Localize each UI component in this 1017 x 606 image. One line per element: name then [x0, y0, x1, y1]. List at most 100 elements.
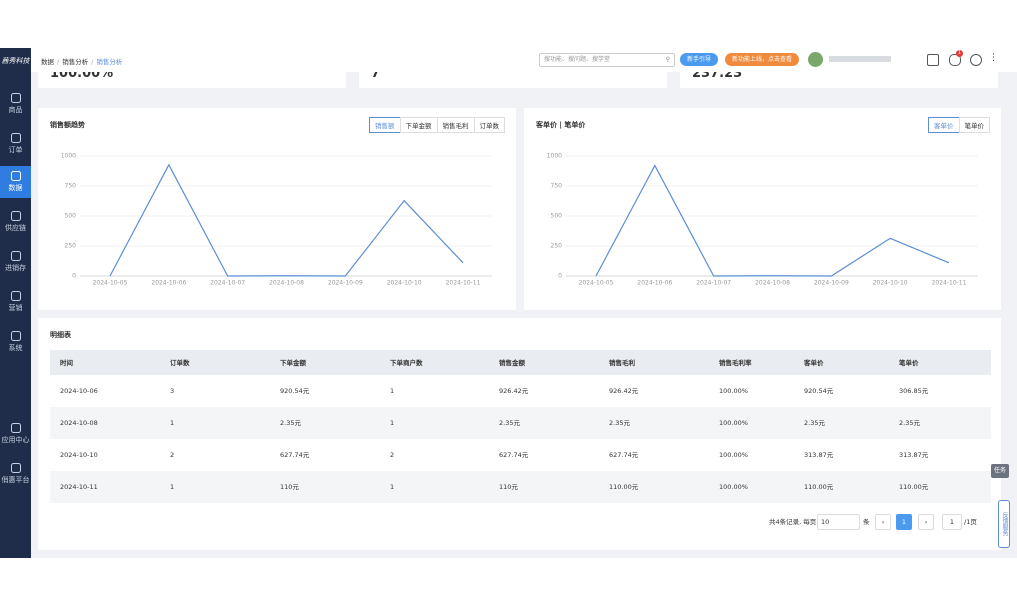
- bell-icon[interactable]: [927, 54, 939, 66]
- summary-card: 7: [359, 72, 667, 88]
- x-tick-label: 2024-10-06: [637, 280, 672, 287]
- y-tick-label: 0: [558, 273, 562, 280]
- table-cell: 306.85元: [899, 387, 929, 395]
- sidebar-item[interactable]: 应用中心: [0, 418, 31, 450]
- table-cell: 2024-10-10: [60, 451, 98, 459]
- column-header[interactable]: 销售毛利率: [719, 359, 752, 367]
- x-tick-label: 2024-10-07: [696, 280, 731, 287]
- search-box[interactable]: 搜功能、搜问题、搜学堂 ⚲: [539, 53, 675, 67]
- app: 茜秀科技 商品 订单 数据 供应链 进销存 营销 系统 应用中心 俏惠平台 数据 / 销售分析 / 销售…: [0, 48, 1017, 558]
- icon-shape: [10, 251, 21, 261]
- row-stripe: [50, 471, 991, 503]
- y-tick-label: 750: [551, 183, 563, 190]
- sidebar-item[interactable]: 俏惠平台: [0, 458, 31, 490]
- table-cell: 3: [170, 387, 175, 395]
- sidebar-icon: [10, 331, 21, 341]
- help-icon[interactable]: [970, 54, 982, 66]
- page-size-select[interactable]: 10: [817, 514, 860, 530]
- table-cell: 100.00%: [719, 419, 748, 427]
- breadcrumb-item[interactable]: 销售分析: [62, 58, 89, 66]
- sidebar-label: 营销: [8, 304, 23, 312]
- sidebar-item[interactable]: 数据: [0, 166, 31, 198]
- message-icon[interactable]: [949, 54, 961, 66]
- table-cell: 2.35元: [804, 419, 825, 427]
- summary-value: 237.23: [692, 72, 743, 81]
- chart-tab[interactable]: 笔单价: [958, 117, 990, 133]
- summary-card: 237.23: [680, 72, 998, 88]
- feedback-button[interactable]: 反馈服务: [998, 500, 1010, 548]
- sidebar-item[interactable]: 订单: [0, 128, 31, 160]
- y-tick-label: 1000: [547, 153, 562, 160]
- x-tick-label: 2024-10-07: [210, 280, 245, 287]
- task-button[interactable]: 任务: [991, 464, 1009, 478]
- sidebar-item[interactable]: 营销: [0, 286, 31, 318]
- more-icon[interactable]: ⋮: [989, 53, 998, 63]
- y-tick-label: 500: [551, 213, 563, 220]
- jump-input[interactable]: 1: [942, 514, 962, 530]
- y-tick-label: 500: [65, 213, 77, 220]
- y-tick-label: 750: [65, 183, 77, 190]
- sidebar-label: 系统: [8, 344, 23, 352]
- chart-card: 销售额趋势 销售额 下单金额 销售毛利 订单数 0 250 500 750 1000 2024-10…: [38, 108, 516, 310]
- chart-title: 客单价 | 笔单价: [536, 121, 586, 129]
- summary-value: 7: [371, 72, 381, 81]
- breadcrumb: 数据 / 销售分析 / 销售分析: [41, 56, 122, 66]
- column-header[interactable]: 销售毛利: [609, 359, 635, 367]
- column-header[interactable]: 下单商户数: [390, 359, 423, 367]
- column-header[interactable]: 笔单价: [899, 359, 919, 367]
- x-tick-label: 2024-10-06: [151, 280, 186, 287]
- column-header[interactable]: 下单金额: [280, 359, 306, 367]
- column-header[interactable]: 客单价: [804, 359, 824, 367]
- column-header[interactable]: 销售金额: [499, 359, 525, 367]
- breadcrumb-item[interactable]: 数据: [41, 58, 54, 66]
- y-tick-label: 1000: [61, 153, 76, 160]
- y-tick-label: 0: [72, 273, 76, 280]
- pagination-total: 共4条记录, 每页: [769, 518, 817, 526]
- sidebar-label: 应用中心: [1, 436, 30, 444]
- table-title: 明细表: [50, 331, 71, 339]
- table-cell: 1: [390, 387, 395, 395]
- user-name-blurred: [829, 56, 891, 62]
- column-header[interactable]: 订单数: [170, 359, 190, 367]
- pagination-unit: 条: [863, 518, 870, 526]
- table-cell: 2024-10-11: [60, 483, 98, 491]
- line-chart: 0 250 500 750 1000 2024-10-05 2024-10-06 2024-1…: [61, 153, 492, 287]
- table-cell: 2.35元: [499, 419, 520, 427]
- table-cell: 2: [390, 451, 395, 459]
- sidebar-icon: [10, 133, 21, 143]
- notification-badge: 1: [956, 50, 963, 57]
- breadcrumb-separator: /: [91, 58, 94, 66]
- sidebar-item[interactable]: 供应链: [0, 206, 31, 238]
- x-tick-label: 2024-10-11: [446, 280, 481, 287]
- x-tick-label: 2024-10-08: [755, 280, 790, 287]
- new-feature-button[interactable]: 新功能上线，点击查看: [725, 53, 799, 66]
- icon-shape: [10, 93, 21, 103]
- prev-button[interactable]: ‹: [875, 514, 891, 530]
- y-tick-label: 250: [65, 243, 77, 250]
- chart-tab[interactable]: 订单数: [473, 117, 505, 133]
- line-series: [595, 164, 950, 277]
- icon-shape: [10, 211, 21, 221]
- next-button[interactable]: ›: [918, 514, 934, 530]
- current-page[interactable]: 1: [896, 514, 912, 530]
- table-cell: 2024-10-08: [60, 419, 98, 427]
- summary-value: 100.00%: [50, 72, 114, 81]
- sidebar-item[interactable]: 进销存: [0, 246, 31, 278]
- table-cell: 926.42元: [609, 387, 639, 395]
- chart-title: 销售额趋势: [50, 121, 85, 129]
- x-tick-label: 2024-10-10: [387, 280, 422, 287]
- avatar[interactable]: [808, 52, 823, 67]
- column-header[interactable]: 时间: [60, 359, 73, 367]
- detail-table-card: 明细表 时间 订单数 下单金额 下单商户数 销售金额 销售毛利 销售毛利率 客单价 笔单价 202…: [38, 318, 1001, 550]
- sidebar-item[interactable]: 系统: [0, 326, 31, 358]
- guide-button[interactable]: 新手引导: [680, 53, 718, 66]
- table-cell: 926.42元: [499, 387, 529, 395]
- total-pages: /1页: [964, 518, 977, 526]
- sidebar-icon: [10, 251, 21, 261]
- sidebar-item[interactable]: 商品: [0, 88, 31, 120]
- x-tick-label: 2024-10-05: [579, 280, 614, 287]
- table-cell: 1: [170, 483, 175, 491]
- breadcrumb-item[interactable]: 销售分析: [96, 58, 123, 66]
- table-cell: 110元: [280, 483, 299, 491]
